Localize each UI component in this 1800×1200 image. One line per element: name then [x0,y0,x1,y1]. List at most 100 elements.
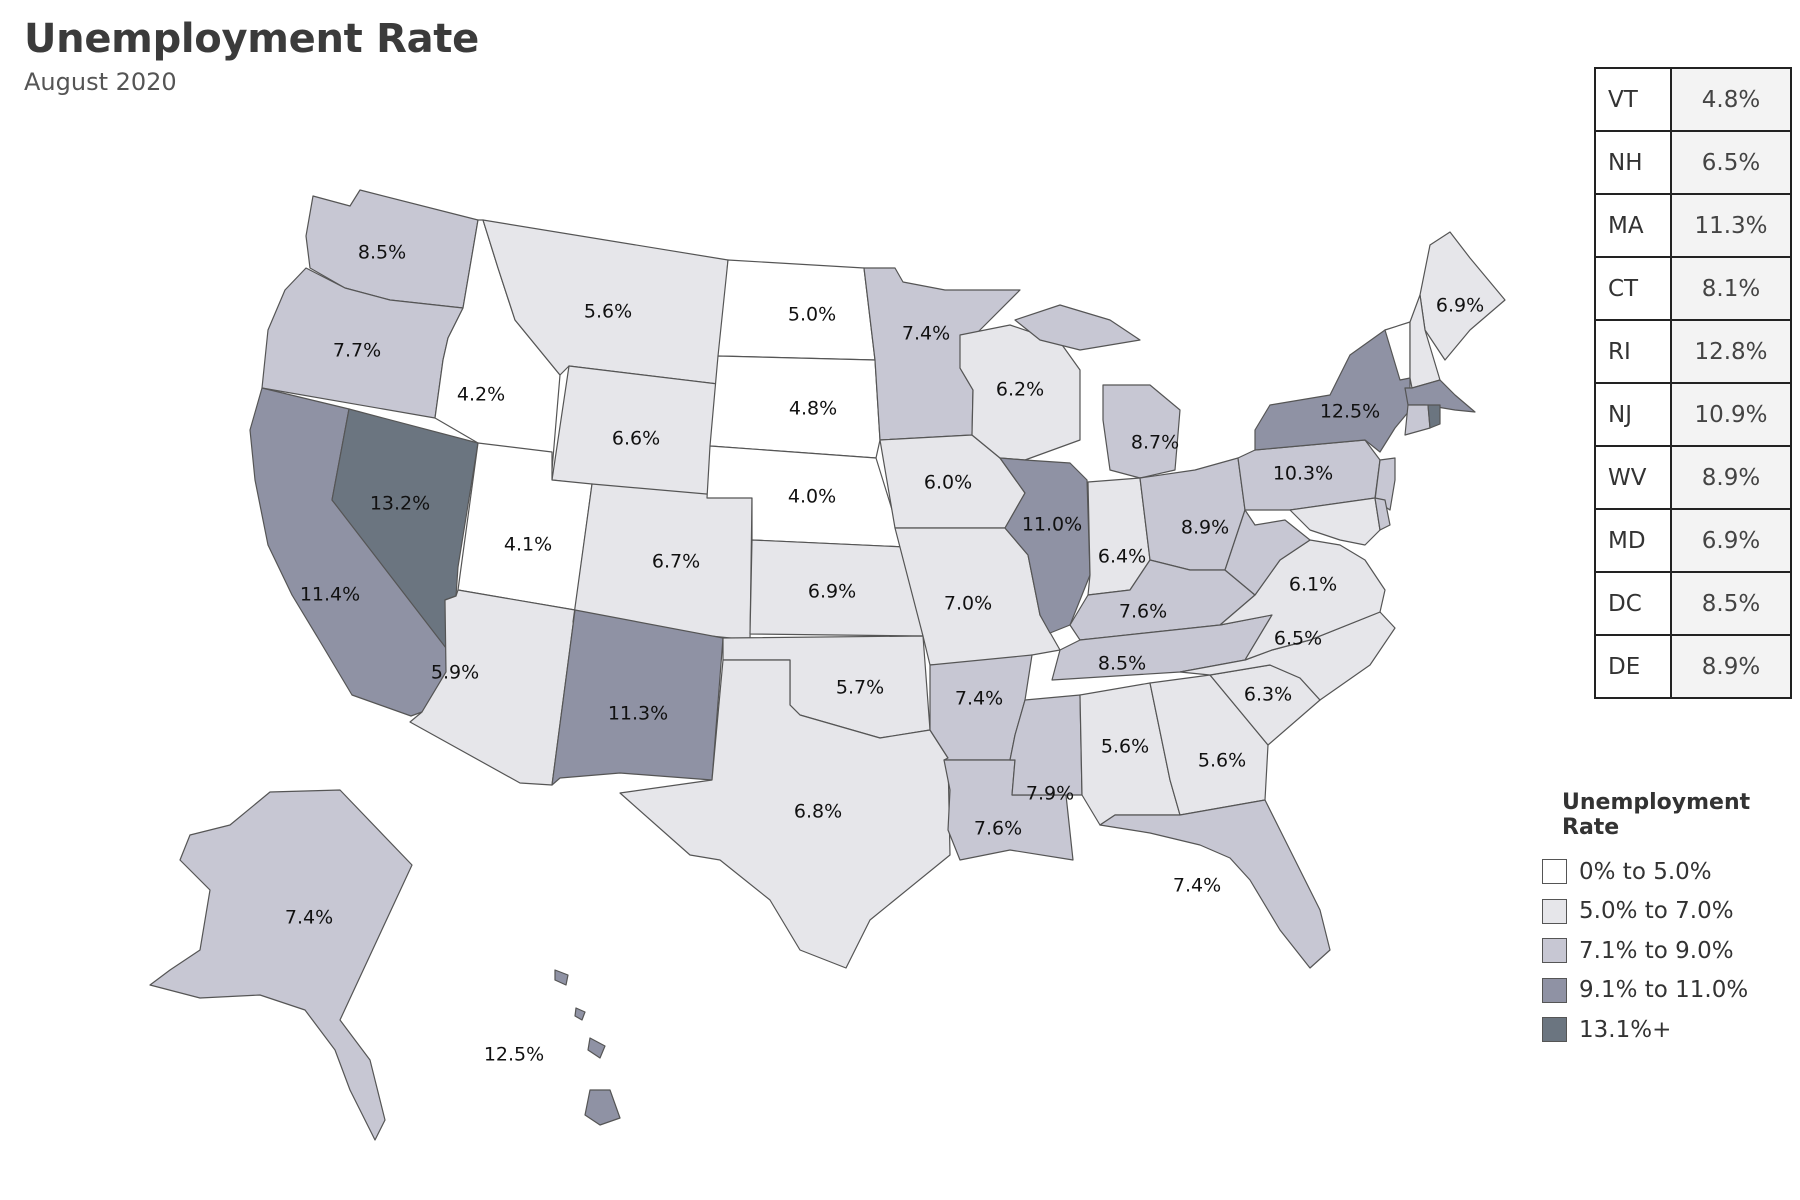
state-label-ak: 7.4% [285,907,333,929]
state-label-ga: 5.6% [1198,750,1246,772]
table-row: DE 8.9% [1594,634,1792,699]
table-state: DE [1594,634,1672,699]
state-label-nd: 5.0% [788,304,836,326]
table-state: WV [1594,445,1672,510]
state-label-sc: 6.3% [1244,684,1292,706]
table-state: VT [1594,67,1672,132]
state-nm [551,609,724,786]
state-ri [1427,404,1441,429]
table-rate: 11.3% [1670,193,1792,258]
state-label-sd: 4.8% [789,398,837,420]
table-rate: 8.9% [1670,634,1792,699]
state-label-ks: 6.9% [808,581,856,603]
table-row: MA 11.3% [1594,193,1792,258]
state-label-ne: 4.0% [788,486,836,508]
legend-item: 7.1% to 9.0% [1542,931,1800,971]
state-ct [1404,404,1431,436]
table-rate: 6.9% [1670,508,1792,573]
state-label-tx: 6.8% [794,801,842,823]
state-wv [1224,509,1311,596]
table-row: RI 12.8% [1594,319,1792,384]
state-label-pa: 10.3% [1273,463,1333,485]
state-label-wa: 8.5% [358,242,406,264]
table-rate: 8.5% [1670,571,1792,636]
legend-item: 9.1% to 11.0% [1542,971,1800,1011]
table-state: MA [1594,193,1672,258]
legend-label: 13.1%+ [1579,1016,1672,1043]
state-label-mi: 8.7% [1131,432,1179,454]
state-label-co: 6.7% [652,551,700,573]
state-sd [709,355,881,459]
state-mi [1014,304,1181,479]
state-label-ia: 6.0% [924,472,972,494]
state-label-ut: 4.1% [504,534,552,556]
state-label-or: 7.7% [333,340,381,362]
state-label-la: 7.6% [974,818,1022,840]
table-row: NH 6.5% [1594,130,1792,195]
state-hi [554,969,621,1126]
state-il [999,457,1091,634]
legend-swatch [1542,859,1567,885]
table-row: DC 8.5% [1594,571,1792,636]
table-row: CT 8.1% [1594,256,1792,321]
map-title: Unemployment Rate [24,16,479,62]
map-subtitle: August 2020 [24,68,177,96]
legend-swatch [1542,1017,1567,1043]
state-label-wy: 6.6% [612,428,660,450]
state-label-oh: 8.9% [1181,517,1229,539]
legend-label: 5.0% to 7.0% [1579,898,1734,925]
state-label-fl: 7.4% [1173,875,1221,897]
state-ak [149,789,413,1141]
state-de [1374,497,1391,531]
table-row: MD 6.9% [1594,508,1792,573]
table-state: NH [1594,130,1672,195]
state-label-nv: 13.2% [370,493,430,515]
state-label-va: 6.1% [1289,574,1337,596]
state-label-ms: 7.9% [1026,783,1074,805]
state-label-me: 6.9% [1436,295,1484,317]
state-label-ca: 11.4% [300,584,360,606]
table-rate: 8.1% [1670,256,1792,321]
state-ny [1254,329,1411,453]
table-rate: 4.8% [1670,67,1792,132]
state-me [1419,231,1506,361]
state-label-wi: 6.2% [996,379,1044,401]
state-fl [1099,799,1331,969]
table-row: WV 8.9% [1594,445,1792,510]
table-row: NJ 10.9% [1594,382,1792,447]
state-label-ar: 7.4% [955,688,1003,710]
legend-swatch [1542,938,1567,964]
state-label-nm: 11.3% [608,703,668,725]
state-label-ky: 7.6% [1119,601,1167,623]
state-label-al: 5.6% [1101,736,1149,758]
legend-label: 7.1% to 9.0% [1579,937,1734,964]
state-label-il: 11.0% [1022,514,1082,536]
table-state: RI [1594,319,1672,384]
state-label-az: 5.9% [431,662,479,684]
table-rate: 6.5% [1670,130,1792,195]
legend-title: Unemployment Rate [1562,790,1751,840]
state-label-in: 6.4% [1098,546,1146,568]
state-label-mt: 5.6% [584,301,632,323]
state-nj [1374,457,1396,511]
legend-label: 0% to 5.0% [1579,858,1712,885]
northeast-rates-table: VT 4.8% NH 6.5% MA 11.3% CT 8.1% RI 12.8% NJ 10.9% W… [1594,67,1792,699]
state-label-mn: 7.4% [902,323,950,345]
legend-label: 9.1% to 11.0% [1579,977,1749,1004]
legend-item: 13.1%+ [1542,1010,1800,1050]
legend-swatch [1542,977,1567,1003]
table-state: CT [1594,256,1672,321]
legend-item: 5.0% to 7.0% [1542,892,1800,932]
state-label-ny: 12.5% [1320,401,1380,423]
state-label-hi: 12.5% [484,1044,544,1066]
table-state: NJ [1594,382,1672,447]
table-row: VT 4.8% [1594,67,1792,132]
legend-item: 0% to 5.0% [1542,852,1800,892]
table-rate: 8.9% [1670,445,1792,510]
state-label-tn: 8.5% [1098,653,1146,675]
state-label-mo: 7.0% [944,593,992,615]
legend-swatch [1542,898,1567,924]
table-rate: 12.8% [1670,319,1792,384]
state-label-nc: 6.5% [1274,628,1322,650]
